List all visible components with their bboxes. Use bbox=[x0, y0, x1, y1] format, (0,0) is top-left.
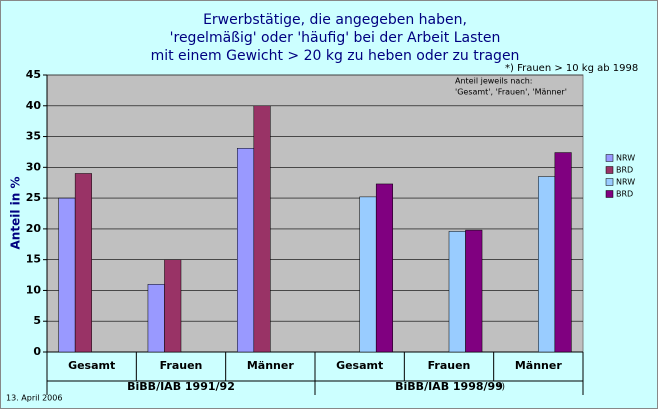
y-tick-label: 5 bbox=[33, 314, 41, 327]
chart-title: mit einem Gewicht > 20 kg zu heben oder … bbox=[151, 48, 520, 64]
bar bbox=[448, 231, 466, 353]
x-tick-label: Männer bbox=[515, 359, 562, 372]
bar bbox=[375, 183, 393, 353]
y-tick-label: 30 bbox=[26, 160, 42, 173]
y-tick-label: 35 bbox=[26, 130, 41, 143]
bar bbox=[237, 148, 255, 353]
legend-label: BRD bbox=[616, 166, 633, 175]
group-label: BiBB/IAB 1991/92 bbox=[127, 380, 235, 393]
legend-label: NRW bbox=[616, 154, 635, 163]
group-note: *) bbox=[497, 383, 505, 393]
bar bbox=[253, 105, 271, 353]
y-tick-label: 10 bbox=[26, 283, 42, 296]
bar bbox=[538, 176, 556, 353]
x-tick-label: Gesamt bbox=[336, 359, 383, 372]
y-tick-label: 25 bbox=[26, 191, 41, 204]
note: Anteil jeweils nach: bbox=[455, 77, 533, 86]
y-tick-label: 15 bbox=[26, 253, 41, 266]
bar bbox=[164, 259, 182, 353]
note: 'Gesamt', 'Frauen', 'Männer' bbox=[455, 88, 567, 97]
bar bbox=[554, 152, 572, 353]
legend-swatch bbox=[605, 190, 614, 198]
group-label: BiBB/IAB 1998/99 bbox=[395, 380, 503, 393]
y-tick-label: 45 bbox=[26, 68, 41, 81]
y-tick-label: 40 bbox=[26, 99, 42, 112]
x-tick-label: Frauen bbox=[160, 359, 203, 372]
bar bbox=[359, 196, 377, 353]
legend-swatch bbox=[605, 154, 614, 162]
bar bbox=[147, 284, 165, 353]
annotation: *) Frauen > 10 kg ab 1998 bbox=[505, 63, 638, 74]
y-tick-label: 20 bbox=[26, 222, 42, 235]
bar bbox=[465, 229, 483, 353]
x-tick-label: Männer bbox=[247, 359, 294, 372]
date: 13. April 2006 bbox=[6, 394, 62, 403]
plot-area bbox=[46, 74, 584, 353]
x-tick-label: Gesamt bbox=[68, 359, 115, 372]
bar bbox=[58, 197, 76, 353]
chart-title: Erwerbstätige, die angegeben haben, bbox=[203, 12, 467, 28]
y-axis-label: Anteil in % bbox=[9, 177, 23, 250]
y-tick-label: 0 bbox=[33, 345, 41, 358]
chart-title: 'regelmäßig' oder 'häufig' bei der Arbei… bbox=[170, 30, 501, 46]
bar bbox=[74, 173, 92, 353]
legend-swatch bbox=[605, 166, 614, 174]
legend-label: BRD bbox=[616, 190, 633, 199]
legend-swatch bbox=[605, 178, 614, 186]
legend-label: NRW bbox=[616, 178, 635, 187]
x-tick-label: Frauen bbox=[428, 359, 471, 372]
